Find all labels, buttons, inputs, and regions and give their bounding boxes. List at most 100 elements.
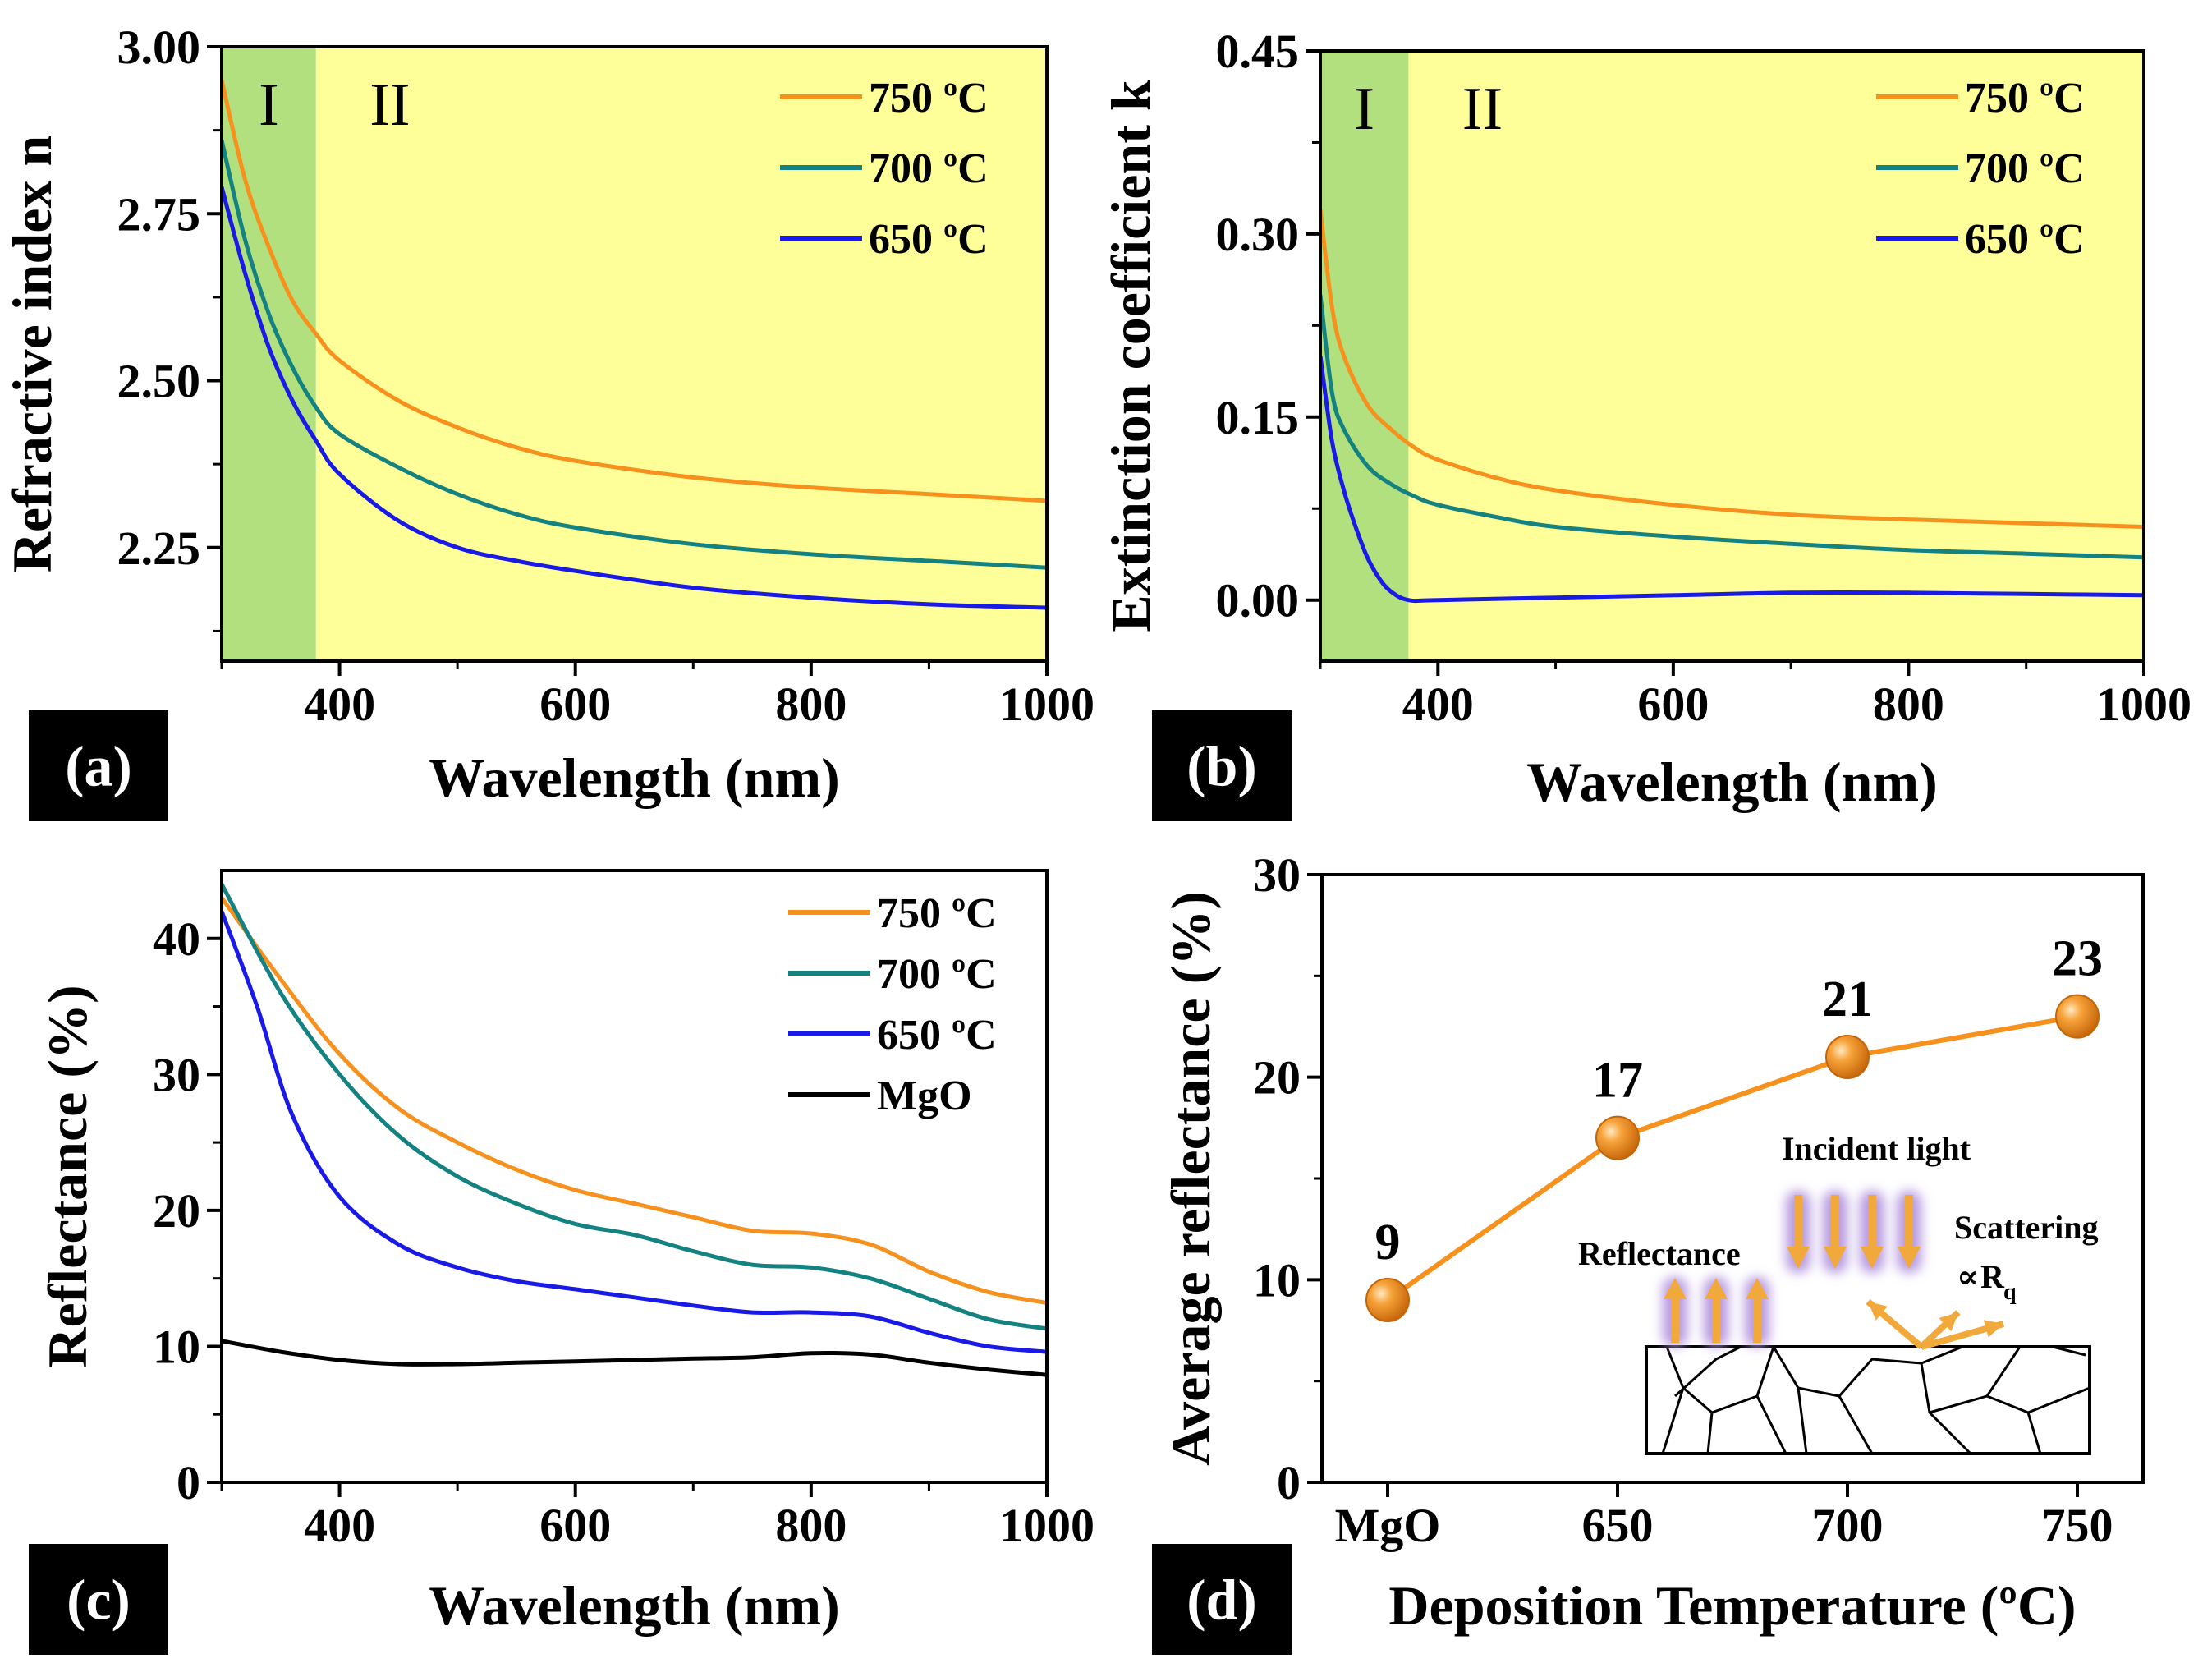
series-line: [1320, 356, 2144, 604]
plot-frame: [220, 869, 1049, 1484]
y-tick-label: 20: [153, 1184, 200, 1238]
grain-boundary: [1755, 1346, 1775, 1397]
y-tick-label: 10: [1253, 1253, 1301, 1307]
region-band: [1320, 51, 1409, 661]
incident-arrow-head: [1787, 1247, 1810, 1269]
rq-main: R: [1980, 1258, 2005, 1295]
x-tick-label: 650: [1582, 1499, 1654, 1552]
x-tick-label: 750: [2042, 1499, 2113, 1552]
legend-label: MgO: [877, 1073, 972, 1119]
data-label: 23: [2052, 931, 2103, 987]
x-tick-label: 400: [1402, 678, 1474, 731]
grain-boundary: [1838, 1395, 1874, 1454]
x-axis-title: Wavelength (nm): [1526, 751, 1938, 813]
panel-label-box: [1152, 1544, 1292, 1655]
x-tick-label: 600: [539, 1499, 611, 1552]
x-tick-label: 400: [304, 1499, 375, 1552]
region-label: I: [1354, 76, 1374, 143]
x-tick-label: 600: [1637, 678, 1709, 731]
grain-boundary: [2052, 1345, 2086, 1357]
x-axis-title: Deposition Temperature (ºC): [1388, 1574, 2076, 1637]
y-tick-label: 30: [153, 1048, 200, 1101]
legend-label: 700 ºC: [869, 145, 989, 192]
region-label: I: [259, 71, 279, 139]
region-band: [315, 47, 1047, 661]
panel-label-box: [29, 710, 168, 821]
legend-label: 700 ºC: [877, 951, 997, 998]
y-axis-title: Refractive index n: [1, 136, 63, 573]
y-tick-label: 2.50: [117, 355, 201, 408]
y-tick-label: 30: [1253, 848, 1301, 902]
panel-label-box: [29, 1544, 168, 1655]
legend-label: 650 ºC: [877, 1012, 997, 1059]
panel-label: (b): [1186, 736, 1257, 799]
panel-label: (c): [67, 1569, 131, 1633]
x-tick-label: MgO: [1335, 1499, 1441, 1552]
y-tick-label: 20: [1253, 1051, 1301, 1105]
scatter-arrow-head: [1868, 1302, 1888, 1321]
series-line: [1320, 294, 2144, 560]
plot-frame: [220, 45, 1049, 663]
x-tick-label: 800: [1873, 678, 1944, 731]
series-line: [222, 140, 1047, 570]
y-tick-label: 0.30: [1216, 208, 1300, 261]
plot-frame: [1319, 49, 2145, 663]
data-point: [1365, 1278, 1410, 1322]
panel-c: 400 600 800 1000 0 10 20 30 40 Wavelength (nm) Ref…: [29, 869, 1095, 1655]
incident-arrow-head: [1861, 1247, 1884, 1269]
grain-boundary: [1838, 1358, 1922, 1397]
y-tick-label: 2.25: [117, 521, 201, 575]
incident-arrow-head: [1824, 1247, 1847, 1269]
grain-boundary: [2026, 1412, 2042, 1454]
grain-boundary: [1673, 1345, 1742, 1398]
y-tick-label: 0: [1277, 1456, 1301, 1509]
scatter-arrow-head: [1983, 1320, 2003, 1338]
legend-label: 750 ºC: [1965, 75, 2085, 122]
scatter-arrow-head: [1939, 1312, 1958, 1332]
data-label: 21: [1822, 972, 1873, 1027]
region-band: [1408, 51, 2144, 661]
grain-boundary: [1797, 1387, 1808, 1454]
propto-symbol: ∝: [1957, 1258, 1979, 1295]
data-point: [2055, 994, 2100, 1039]
x-tick-label: 1000: [999, 678, 1095, 731]
incident-light-label: Incident light: [1782, 1130, 1971, 1167]
x-tick-label: 1000: [2096, 678, 2191, 731]
y-tick-label: 2.75: [117, 187, 201, 241]
data-point: [1825, 1035, 1870, 1079]
region-label: II: [369, 71, 410, 139]
x-tick-label: 600: [539, 678, 611, 731]
x-tick-label: 1000: [999, 1499, 1095, 1552]
reflected-arrow-head: [1664, 1278, 1687, 1299]
legend-label: 650 ºC: [869, 216, 989, 263]
y-axis-title: Average reflectance (%): [1159, 891, 1222, 1466]
y-tick-label: 0.45: [1216, 25, 1300, 78]
rq-subscript: q: [2003, 1279, 2017, 1305]
reflected-arrow-head: [1705, 1278, 1728, 1299]
reflected-arrow-head: [1746, 1278, 1769, 1299]
series-line: [222, 186, 1047, 610]
y-axis-title: Extinction coefficient k: [1099, 80, 1162, 632]
x-tick-label: 400: [304, 678, 375, 731]
legend-label: 750 ºC: [869, 75, 989, 122]
series-line: [1320, 209, 2144, 529]
series-line: [222, 883, 1047, 1331]
series-line: [222, 896, 1047, 1305]
panel-label: (d): [1186, 1569, 1257, 1633]
panel-label-box: [1152, 710, 1292, 821]
data-label: 17: [1592, 1053, 1643, 1109]
region-label: II: [1462, 76, 1503, 143]
panel-label: (a): [65, 736, 132, 799]
reflectance-inset-label: Reflectance: [1578, 1235, 1741, 1272]
x-tick-label: 700: [1812, 1499, 1884, 1552]
y-tick-label: 0.00: [1216, 574, 1300, 627]
data-point: [1595, 1115, 1640, 1160]
series-line: [222, 80, 1047, 503]
y-tick-label: 10: [153, 1320, 200, 1373]
series-line: [222, 910, 1047, 1354]
y-tick-label: 0: [177, 1456, 200, 1509]
series-line: [222, 1339, 1047, 1377]
